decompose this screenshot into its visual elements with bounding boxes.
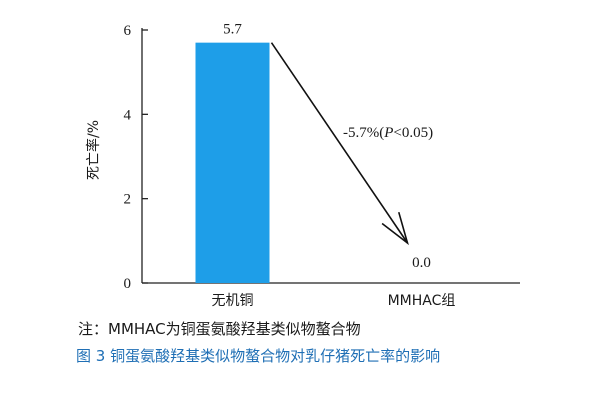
y-axis-label: 死亡率/% xyxy=(85,120,102,180)
y-tick-label: 2 xyxy=(124,192,132,208)
plot-area: 0 2 4 6 5.7 无机铜 0.0 MMHAC组 xyxy=(124,22,520,309)
y-tick-label: 6 xyxy=(124,23,132,39)
y-tick-label: 0 xyxy=(124,276,132,292)
bar xyxy=(195,42,270,284)
data-label: 5.7 xyxy=(223,22,242,38)
figure-caption: 图 3 铜蛋氨酸羟基类似物螯合物对乳仔猪死亡率的影响 xyxy=(76,347,441,365)
bar-chart: 0 2 4 6 5.7 无机铜 0.0 MMHAC组 死亡率/% -5.7%(P<0.05) xyxy=(85,22,520,309)
y-tick-label: 4 xyxy=(124,107,132,123)
annotation-arrow-shaft xyxy=(270,42,409,244)
footnote: 注：MMHAC为铜蛋氨酸羟基类似物螯合物 xyxy=(78,320,361,338)
annotation-p: P xyxy=(383,125,393,141)
category-label: 无机铜 xyxy=(212,293,254,309)
data-label: 0.0 xyxy=(412,255,431,271)
difference-annotation: -5.7%(P<0.05) xyxy=(343,125,433,141)
annotation-suffix: <0.05) xyxy=(393,125,433,141)
category-label: MMHAC组 xyxy=(388,293,456,309)
annotation-prefix: -5.7%( xyxy=(343,125,384,141)
annotation-arrow-head xyxy=(381,211,409,246)
